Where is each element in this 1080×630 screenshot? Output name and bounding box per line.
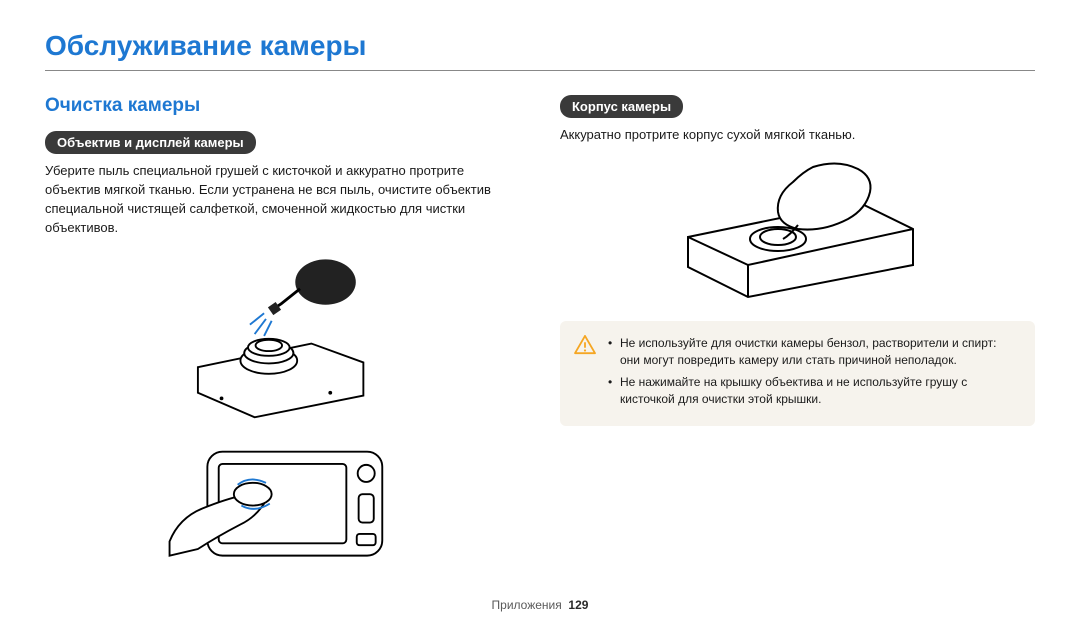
cleaning-heading: Очистка камеры bbox=[45, 95, 520, 117]
blower-camera-icon bbox=[153, 249, 413, 419]
caution-item-2: Не нажимайте на крышку объектива и не ис… bbox=[608, 374, 1019, 409]
body-pill: Корпус камеры bbox=[560, 95, 683, 118]
lens-cleaning-text: Уберите пыль специальной грушей с кисточ… bbox=[45, 162, 520, 237]
caution-box: Не используйте для очистки камеры бензол… bbox=[560, 321, 1035, 427]
warning-icon bbox=[574, 335, 596, 355]
footer-section: Приложения bbox=[492, 598, 562, 612]
right-column: Корпус камеры Аккуратно протрите корпус … bbox=[560, 95, 1035, 569]
footer-page-number: 129 bbox=[568, 598, 588, 612]
page-footer: Приложения 129 bbox=[0, 598, 1080, 612]
page-title: Обслуживание камеры bbox=[45, 30, 1035, 71]
wipe-screen-icon bbox=[153, 428, 413, 570]
left-column: Очистка камеры Объектив и дисплей камеры… bbox=[45, 95, 520, 569]
body-cleaning-text: Аккуратно протрите корпус сухой мягкой т… bbox=[560, 126, 1035, 145]
caution-list: Не используйте для очистки камеры бензол… bbox=[608, 335, 1019, 413]
lens-cleaning-illustration bbox=[45, 249, 520, 569]
wipe-body-icon bbox=[648, 157, 948, 307]
caution-item-1: Не используйте для очистки камеры бензол… bbox=[608, 335, 1019, 370]
content-columns: Очистка камеры Объектив и дисплей камеры… bbox=[45, 95, 1035, 569]
lens-display-pill: Объектив и дисплей камеры bbox=[45, 131, 256, 154]
body-cleaning-illustration bbox=[560, 157, 1035, 307]
